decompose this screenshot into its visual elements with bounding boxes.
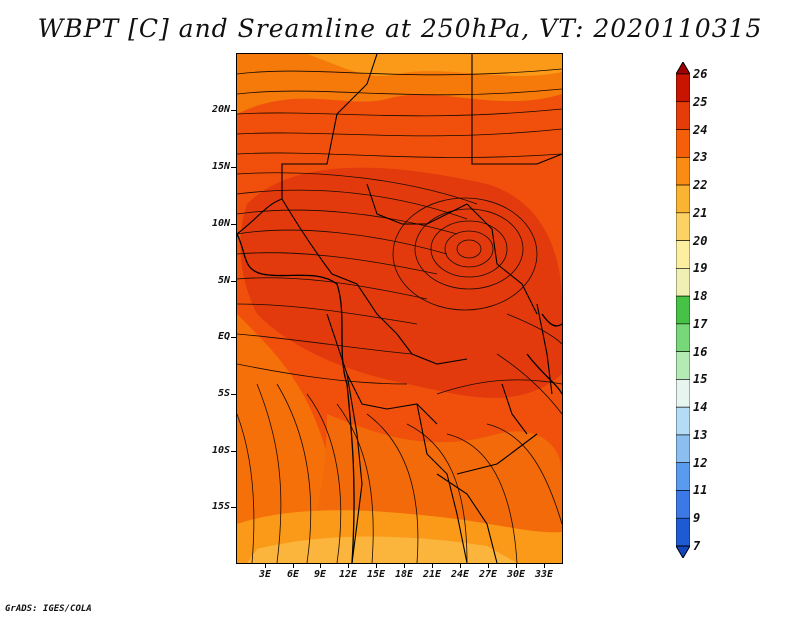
chart-title: WBPT [C] and Sreamline at 250hPa, VT: 20… <box>37 14 763 43</box>
lat-tick <box>231 337 236 338</box>
lat-tick <box>231 281 236 282</box>
lon-tick <box>404 563 405 568</box>
lon-tick <box>460 563 461 568</box>
lat-label-5n: 5N <box>217 275 230 286</box>
lon-tick <box>516 563 517 568</box>
colorbar-label: 11 <box>693 483 708 498</box>
colorbar-segment <box>676 517 690 547</box>
colorbar-segment <box>676 73 690 103</box>
colorbar-label: 24 <box>693 122 708 137</box>
colorbar-segment <box>676 490 690 519</box>
lon-tick <box>293 563 294 568</box>
wbpt-fill-south-lightest <box>247 536 517 563</box>
colorbar-label: 21 <box>693 205 708 220</box>
colorbar-label: 16 <box>693 344 708 359</box>
colorbar-segment <box>676 323 690 352</box>
footer-credit: GrADS: IGES/COLA <box>5 604 92 614</box>
lon-label-30e: 30E <box>506 569 526 580</box>
colorbar-label: 18 <box>693 289 708 304</box>
lat-label-15s: 15S <box>211 501 230 512</box>
lon-tick <box>348 563 349 568</box>
lat-tick <box>231 224 236 225</box>
colorbar-segment <box>676 156 690 186</box>
lon-tick <box>376 563 377 568</box>
wbpt-fill-southwest <box>237 314 330 563</box>
lat-tick <box>231 167 236 168</box>
lon-label-12e: 12E <box>338 569 358 580</box>
lat-label-eq: EQ <box>217 331 230 342</box>
lat-label-15n: 15N <box>211 161 230 172</box>
lon-label-27e: 27E <box>478 569 498 580</box>
wbpt-fill-core <box>240 167 562 398</box>
lon-label-33e: 33E <box>534 569 554 580</box>
lon-label-21e: 21E <box>422 569 442 580</box>
lat-tick <box>231 110 236 111</box>
lat-label-10s: 10S <box>211 445 230 456</box>
colorbar-label: 22 <box>693 178 708 193</box>
lon-tick <box>488 563 489 568</box>
map-panel <box>236 53 563 564</box>
colorbar-segment <box>676 462 690 491</box>
lon-label-18e: 18E <box>394 569 414 580</box>
colorbar-segment <box>676 268 690 297</box>
colorbar-label: 9 <box>693 511 701 526</box>
colorbar <box>676 62 690 558</box>
colorbar-segment <box>676 351 690 380</box>
coastline <box>237 233 562 563</box>
country-boundaries <box>237 54 562 563</box>
colorbar-label: 19 <box>693 261 708 276</box>
colorbar-label: 12 <box>693 455 708 470</box>
colorbar-segment <box>676 184 690 214</box>
lon-tick <box>320 563 321 568</box>
colorbar-label: 23 <box>693 150 708 165</box>
colorbar-segment <box>676 101 690 130</box>
colorbar-label: 20 <box>693 233 708 248</box>
lon-label-3e: 3E <box>258 569 272 580</box>
map-canvas <box>237 54 562 563</box>
colorbar-arrow-top <box>676 62 690 75</box>
lat-tick <box>231 394 236 395</box>
colorbar-label: 13 <box>693 427 708 442</box>
streamlines <box>237 68 562 563</box>
lon-label-6e: 6E <box>286 569 300 580</box>
colorbar-segments <box>676 73 690 547</box>
colorbar-label: 25 <box>693 94 708 109</box>
lon-tick <box>265 563 266 568</box>
wbpt-fill-north-pale <box>307 54 562 76</box>
colorbar-segment <box>676 295 690 325</box>
colorbar-segment <box>676 129 690 158</box>
colorbar-arrow-bottom <box>676 545 690 558</box>
colorbar-segment <box>676 434 690 464</box>
lon-label-15e: 15E <box>366 569 386 580</box>
colorbar-label: 26 <box>693 67 708 81</box>
colorbar-label: 17 <box>693 316 708 331</box>
lat-label-20n: 20N <box>211 104 230 115</box>
colorbar-segment <box>676 212 690 241</box>
colorbar-label: 7 <box>693 539 701 553</box>
lon-tick <box>432 563 433 568</box>
lat-label-10n: 10N <box>211 218 230 229</box>
lat-tick <box>231 507 236 508</box>
lat-label-5s: 5S <box>217 388 230 399</box>
colorbar-label: 14 <box>693 400 708 415</box>
lon-label-24e: 24E <box>450 569 470 580</box>
colorbar-label: 15 <box>693 372 708 387</box>
colorbar-segment <box>676 240 690 269</box>
lon-label-9e: 9E <box>313 569 327 580</box>
lon-tick <box>544 563 545 568</box>
colorbar-segment <box>676 379 690 408</box>
colorbar-segment <box>676 406 690 436</box>
lat-tick <box>231 451 236 452</box>
